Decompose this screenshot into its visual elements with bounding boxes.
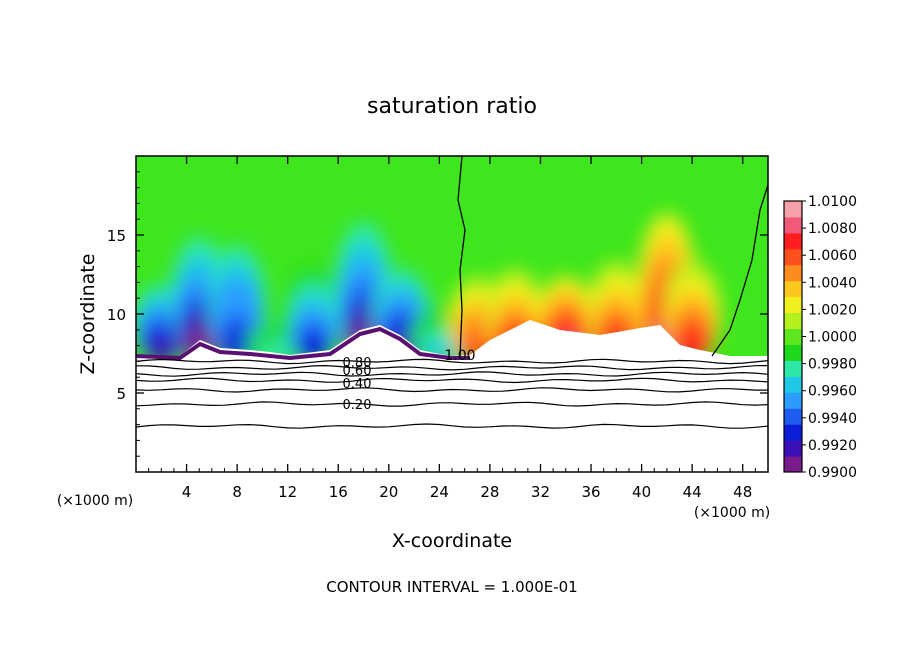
contour-line [136, 371, 768, 377]
x-tick-label: 32 [531, 483, 550, 501]
x-tick-label: 36 [581, 483, 600, 501]
y-tick-label: 15 [107, 227, 126, 245]
x-tick-label: 12 [278, 483, 297, 501]
colorbar-label: 0.9940 [808, 411, 857, 427]
x-tick-label: 28 [480, 483, 499, 501]
colorbar-swatch [784, 376, 802, 393]
contour-label-1.00: 1.00 [444, 348, 475, 364]
x-tick-label: 48 [733, 483, 752, 501]
colorbar-swatch [784, 312, 802, 330]
colorbar-swatch [784, 456, 802, 473]
colorbar-label: 1.0020 [808, 302, 857, 318]
colorbar-swatch [784, 216, 802, 234]
colorbar-swatch [784, 232, 802, 250]
contour-line-1.00-right [711, 184, 768, 357]
x-tick-label: 8 [232, 483, 242, 501]
colorbar-label: 1.0040 [808, 275, 857, 291]
colorbar-swatch [784, 248, 802, 266]
colorbar-swatch [784, 328, 802, 345]
colorbar-swatch [784, 440, 802, 457]
contour-label-0.40: 0.40 [343, 377, 372, 392]
plot-area [136, 156, 768, 472]
y-axis-label: Z-coordinate [77, 254, 99, 375]
cloud-base-edge [136, 326, 470, 361]
y-axis: 5 10 15 [107, 171, 768, 457]
contour-label-0.60: 0.60 [343, 364, 372, 379]
x-tick-label: 44 [683, 483, 702, 501]
colorbar-label: 1.0100 [808, 194, 857, 210]
contour-line [136, 423, 768, 429]
x-axis-label: X-coordinate [392, 530, 512, 552]
contour-label-0.20: 0.20 [343, 398, 372, 413]
colorbar-swatch [784, 264, 802, 282]
contour-line-1.00-left [457, 156, 466, 357]
contour-line [136, 387, 768, 393]
y-tick-label: 10 [107, 306, 126, 324]
x-tick-label: 40 [632, 483, 651, 501]
x-tick-label: 16 [329, 483, 348, 501]
colorbar-swatch [784, 296, 802, 314]
colorbar-swatch [784, 408, 802, 425]
contour-lines [136, 358, 768, 429]
x-unit-right: (×1000 m) [694, 505, 770, 521]
contour-line [136, 377, 768, 384]
colorbar-label: 0.9960 [808, 384, 857, 400]
x-tick-label: 24 [430, 483, 449, 501]
colorbar-label: 1.0000 [808, 330, 857, 346]
colorbar-swatch [784, 201, 802, 218]
x-tick-label: 4 [182, 483, 192, 501]
x-tick-label: 20 [379, 483, 398, 501]
contour-interval-note: CONTOUR INTERVAL = 1.000E-01 [326, 578, 577, 596]
contour-line [136, 364, 768, 371]
colorbar-swatch [784, 280, 802, 298]
colorbar-swatch [784, 392, 802, 409]
colorbar-label: 1.0080 [808, 221, 857, 237]
y-tick-label: 5 [116, 385, 126, 403]
colorbar: 1.0100 1.0080 1.0060 1.0040 1.0020 1.0000 0.99… [783, 194, 857, 481]
colorbar-label: 1.0060 [808, 248, 857, 264]
chart-title: saturation ratio [367, 94, 537, 119]
x-axis: 4 8 12 16 20 24 28 32 36 40 44 48 [148, 156, 756, 501]
x-unit-left: (×1000 m) [57, 493, 133, 509]
colorbar-swatch [784, 344, 802, 361]
colorbar-label: 0.9900 [808, 465, 857, 481]
colorbar-swatch [784, 424, 802, 441]
contour-line [136, 401, 768, 407]
contour-label-0.80: 0.80 [343, 356, 372, 371]
colorbar-label: 0.9920 [808, 438, 857, 454]
colorbar-label: 0.9980 [808, 357, 857, 373]
colorbar-swatch [784, 360, 802, 377]
contour-line [136, 358, 768, 365]
